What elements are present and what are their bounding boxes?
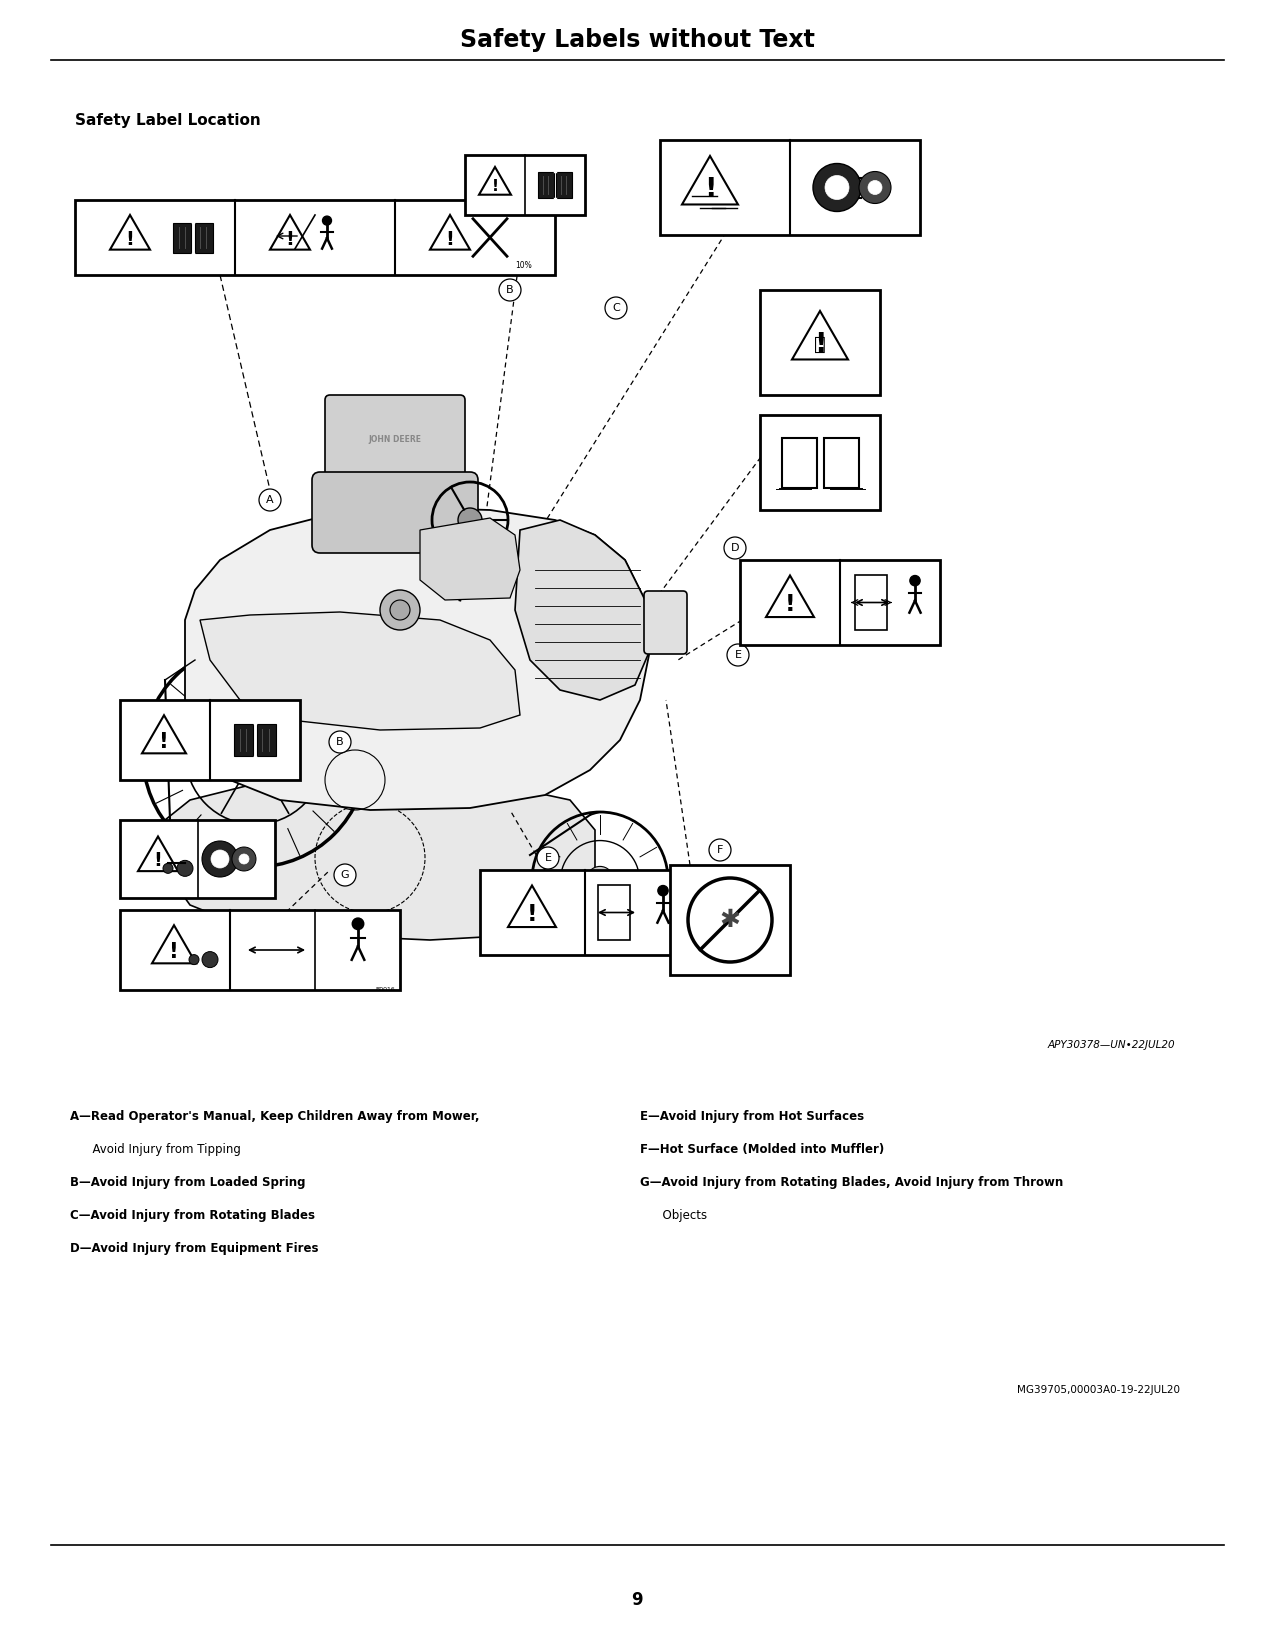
Text: A: A	[266, 495, 274, 505]
FancyBboxPatch shape	[120, 911, 400, 990]
FancyBboxPatch shape	[760, 290, 880, 394]
Circle shape	[210, 850, 229, 868]
Circle shape	[390, 601, 411, 620]
Circle shape	[825, 175, 849, 200]
Text: D—Avoid Injury from Equipment Fires: D—Avoid Injury from Equipment Fires	[70, 1242, 319, 1256]
Text: Safety Label Location: Safety Label Location	[75, 112, 261, 127]
Text: !: !	[491, 178, 499, 195]
Polygon shape	[419, 518, 520, 601]
Text: !: !	[704, 177, 717, 203]
FancyBboxPatch shape	[173, 223, 191, 252]
Text: JOHN DEERE: JOHN DEERE	[368, 436, 422, 444]
Text: Safety Labels without Text: Safety Labels without Text	[459, 28, 815, 53]
Circle shape	[868, 180, 882, 195]
FancyBboxPatch shape	[195, 223, 213, 252]
Polygon shape	[164, 780, 595, 940]
Text: 9: 9	[631, 1591, 643, 1609]
FancyBboxPatch shape	[740, 559, 940, 645]
Circle shape	[859, 172, 891, 203]
Text: !: !	[286, 229, 295, 249]
Circle shape	[232, 846, 256, 871]
Text: B: B	[506, 285, 514, 295]
Text: !: !	[159, 733, 168, 752]
Polygon shape	[185, 508, 650, 810]
Text: E—Avoid Injury from Hot Surfaces: E—Avoid Injury from Hot Surfaces	[640, 1110, 864, 1124]
Text: E: E	[734, 650, 742, 660]
Polygon shape	[200, 612, 520, 729]
Text: G—Avoid Injury from Rotating Blades, Avoid Injury from Thrown: G—Avoid Injury from Rotating Blades, Avo…	[640, 1176, 1063, 1190]
FancyBboxPatch shape	[325, 394, 465, 485]
Text: B: B	[337, 738, 344, 747]
Circle shape	[201, 842, 238, 878]
Circle shape	[259, 488, 280, 512]
Text: !: !	[445, 229, 454, 249]
Text: APY30378—UN•22JUL20: APY30378—UN•22JUL20	[1047, 1040, 1176, 1049]
Text: F—Hot Surface (Molded into Muffler): F—Hot Surface (Molded into Muffler)	[640, 1143, 885, 1157]
FancyBboxPatch shape	[669, 865, 790, 975]
FancyBboxPatch shape	[538, 172, 553, 198]
Text: E: E	[544, 853, 552, 863]
Text: 10%: 10%	[515, 261, 532, 271]
Text: Objects: Objects	[640, 1209, 708, 1223]
FancyBboxPatch shape	[782, 437, 816, 487]
Text: D: D	[731, 543, 739, 553]
FancyBboxPatch shape	[75, 200, 555, 276]
FancyBboxPatch shape	[598, 884, 630, 940]
FancyBboxPatch shape	[235, 724, 254, 756]
Text: MG39705,00003A0-19-22JUL20: MG39705,00003A0-19-22JUL20	[1017, 1384, 1179, 1394]
Circle shape	[323, 216, 332, 224]
Circle shape	[910, 576, 921, 586]
Circle shape	[380, 591, 419, 630]
Text: B0016: B0016	[375, 987, 395, 992]
FancyBboxPatch shape	[465, 155, 585, 214]
FancyBboxPatch shape	[760, 416, 880, 510]
Text: C—Avoid Injury from Rotating Blades: C—Avoid Injury from Rotating Blades	[70, 1209, 315, 1223]
Text: !: !	[153, 851, 162, 870]
Circle shape	[499, 279, 521, 300]
Circle shape	[177, 860, 193, 876]
Circle shape	[231, 731, 279, 780]
FancyBboxPatch shape	[556, 172, 571, 198]
Text: !: !	[170, 942, 179, 962]
Text: F: F	[717, 845, 723, 855]
FancyBboxPatch shape	[256, 724, 275, 756]
Text: !: !	[125, 229, 134, 249]
Circle shape	[586, 866, 613, 894]
FancyBboxPatch shape	[479, 870, 690, 955]
Circle shape	[352, 917, 363, 929]
Circle shape	[724, 536, 746, 559]
Circle shape	[189, 955, 199, 965]
Text: !: !	[784, 592, 796, 615]
Circle shape	[658, 886, 668, 896]
Text: 🔥: 🔥	[815, 335, 826, 355]
Text: !: !	[813, 332, 826, 358]
Circle shape	[329, 731, 351, 752]
Circle shape	[458, 508, 482, 531]
FancyBboxPatch shape	[312, 472, 478, 553]
Text: ✱: ✱	[719, 908, 741, 932]
Text: G: G	[340, 870, 349, 879]
Circle shape	[709, 838, 731, 861]
Polygon shape	[515, 520, 650, 700]
FancyBboxPatch shape	[856, 574, 887, 630]
Circle shape	[813, 163, 861, 211]
Text: !: !	[527, 903, 537, 926]
FancyBboxPatch shape	[120, 700, 300, 780]
FancyBboxPatch shape	[660, 140, 921, 234]
Text: B—Avoid Injury from Loaded Spring: B—Avoid Injury from Loaded Spring	[70, 1176, 306, 1190]
Circle shape	[537, 846, 558, 870]
Text: C: C	[612, 304, 620, 314]
FancyBboxPatch shape	[824, 437, 858, 487]
Text: Avoid Injury from Tipping: Avoid Injury from Tipping	[70, 1143, 241, 1157]
Circle shape	[727, 644, 748, 667]
Circle shape	[201, 952, 218, 967]
Circle shape	[163, 863, 173, 873]
Text: A—Read Operator's Manual, Keep Children Away from Mower,: A—Read Operator's Manual, Keep Children …	[70, 1110, 479, 1124]
FancyBboxPatch shape	[644, 591, 687, 653]
FancyBboxPatch shape	[120, 820, 275, 898]
Circle shape	[606, 297, 627, 318]
Circle shape	[334, 865, 356, 886]
Circle shape	[238, 855, 249, 865]
